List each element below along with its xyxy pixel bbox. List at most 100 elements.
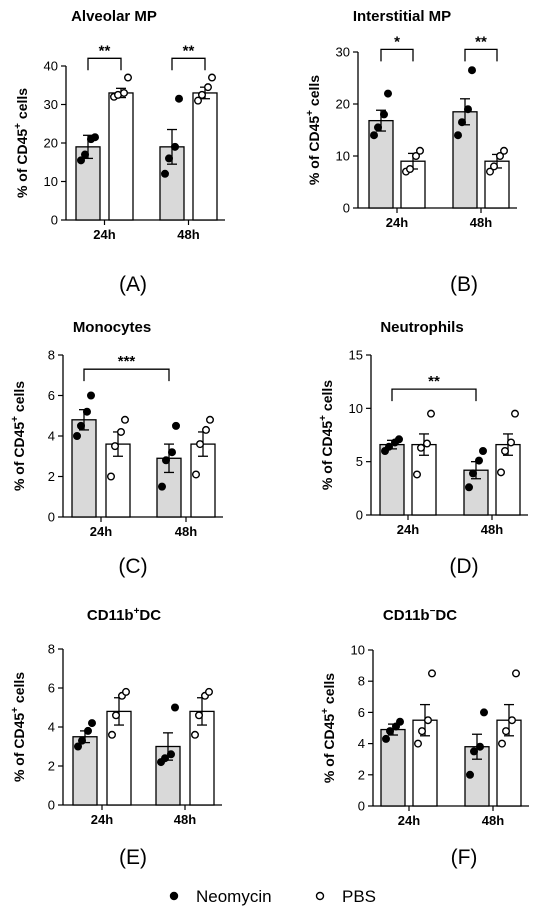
- data-point-pbs: [406, 164, 415, 173]
- data-point-pbs: [423, 439, 432, 448]
- data-point-neomycin: [167, 448, 176, 457]
- x-tick-label: 48h: [470, 215, 492, 230]
- x-tick-label: 48h: [482, 813, 504, 828]
- data-point-neomycin: [72, 432, 81, 441]
- data-point-neomycin: [161, 456, 170, 465]
- panel-title: Alveolar MP: [71, 8, 157, 25]
- data-point-pbs: [120, 415, 129, 424]
- panel-title: Monocytes: [73, 319, 151, 336]
- y-label-text: % of CD45: [11, 713, 27, 782]
- data-point-pbs: [116, 427, 125, 436]
- y-axis-label: % of CD45+ cells: [305, 75, 322, 185]
- data-point-neomycin: [382, 734, 391, 743]
- y-label-text: cells: [11, 672, 27, 707]
- x-tick-label: 24h: [91, 812, 113, 827]
- y-axis-label: % of CD45+ cells: [10, 381, 27, 491]
- y-label-text: cells: [321, 673, 337, 708]
- y-tick-label: 2: [358, 767, 365, 782]
- data-point-pbs: [193, 96, 202, 105]
- x-tick-label: 24h: [93, 227, 115, 242]
- y-tick-label: 20: [336, 97, 350, 112]
- data-point-pbs: [501, 447, 510, 456]
- y-tick-label: 30: [336, 45, 350, 60]
- bar-pbs: [192, 92, 218, 221]
- x-tick-label: 48h: [177, 227, 199, 242]
- data-point-pbs: [508, 716, 517, 725]
- bar-neomycin: [71, 419, 97, 518]
- data-point-pbs: [111, 711, 120, 720]
- data-point-pbs: [497, 468, 506, 477]
- data-point-neomycin: [384, 89, 393, 98]
- y-tick-label: 0: [356, 508, 363, 523]
- y-tick-label: 0: [48, 798, 55, 813]
- data-point-pbs: [191, 470, 200, 479]
- legend-label-pbs: PBS: [342, 887, 376, 906]
- data-point-neomycin: [458, 118, 467, 127]
- data-point-neomycin: [160, 169, 169, 178]
- data-point-neomycin: [370, 131, 379, 140]
- y-axis-label: % of CD45+ cells: [13, 88, 30, 198]
- significance-bracket: [391, 388, 477, 402]
- data-point-pbs: [418, 727, 427, 736]
- panel-title: Interstitial MP: [353, 8, 451, 25]
- bar-neomycin: [75, 146, 101, 221]
- data-point-pbs: [427, 409, 436, 418]
- y-tick-label: 10: [44, 174, 58, 189]
- data-point-pbs: [197, 90, 206, 99]
- data-point-pbs: [498, 739, 507, 748]
- bar-neomycin: [452, 111, 478, 209]
- panel-label: (A): [119, 273, 147, 296]
- data-point-pbs: [201, 425, 210, 434]
- bar-pbs: [189, 710, 215, 806]
- y-tick-label: 10: [351, 643, 365, 658]
- significance-bracket: [380, 48, 414, 62]
- y-tick-label: 4: [358, 736, 365, 751]
- panel-title: CD11b+DC: [87, 606, 161, 624]
- panel-4: Neutrophils 0 5 10 15 % of CD45+ cells 24h 48h *…: [318, 319, 528, 578]
- title-superscript: −: [430, 606, 436, 617]
- data-point-pbs: [412, 151, 421, 160]
- bar-pbs: [495, 443, 521, 516]
- title-text: CD11b: [87, 607, 134, 624]
- data-point-neomycin: [476, 742, 485, 751]
- x-tick-label: 24h: [90, 524, 112, 539]
- title-text: DC: [139, 607, 161, 624]
- data-point-pbs: [417, 443, 426, 452]
- data-point-neomycin: [454, 131, 463, 140]
- data-point-neomycin: [87, 719, 96, 728]
- data-point-neomycin: [475, 456, 484, 465]
- y-tick-label: 0: [51, 213, 58, 228]
- data-point-neomycin: [466, 770, 475, 779]
- data-point-pbs: [119, 88, 128, 97]
- data-point-pbs: [424, 716, 433, 725]
- y-label-text: % of CD45: [14, 129, 30, 198]
- y-label-text: cells: [14, 88, 30, 123]
- x-tick-label: 24h: [397, 522, 419, 537]
- data-point-neomycin: [160, 754, 169, 763]
- data-point-neomycin: [174, 94, 183, 103]
- data-point-neomycin: [374, 123, 383, 132]
- y-label-superscript: +: [318, 415, 329, 421]
- bar-neomycin: [159, 146, 185, 221]
- y-tick-label: 0: [48, 510, 55, 525]
- data-point-pbs: [490, 162, 499, 171]
- y-label-superscript: +: [320, 708, 331, 714]
- legend-marker-neomycin: [169, 891, 179, 901]
- x-tick-label: 48h: [175, 524, 197, 539]
- data-point-neomycin: [82, 407, 91, 416]
- y-tick-label: 15: [349, 348, 363, 363]
- data-point-pbs: [502, 727, 511, 736]
- y-tick-label: 8: [48, 348, 55, 363]
- y-tick-label: 2: [48, 469, 55, 484]
- data-point-pbs: [204, 687, 213, 696]
- data-point-pbs: [413, 470, 422, 479]
- data-point-pbs: [110, 442, 119, 451]
- data-point-pbs: [205, 415, 214, 424]
- panel-1: Alveolar MP 0 10 20 30 40 % of CD45+ cells 24h 4…: [13, 8, 225, 296]
- significance-label: **: [475, 33, 487, 50]
- data-point-neomycin: [86, 391, 95, 400]
- y-tick-label: 6: [48, 681, 55, 696]
- y-label-text: cells: [306, 75, 322, 110]
- y-axis-label: % of CD45+ cells: [318, 380, 335, 490]
